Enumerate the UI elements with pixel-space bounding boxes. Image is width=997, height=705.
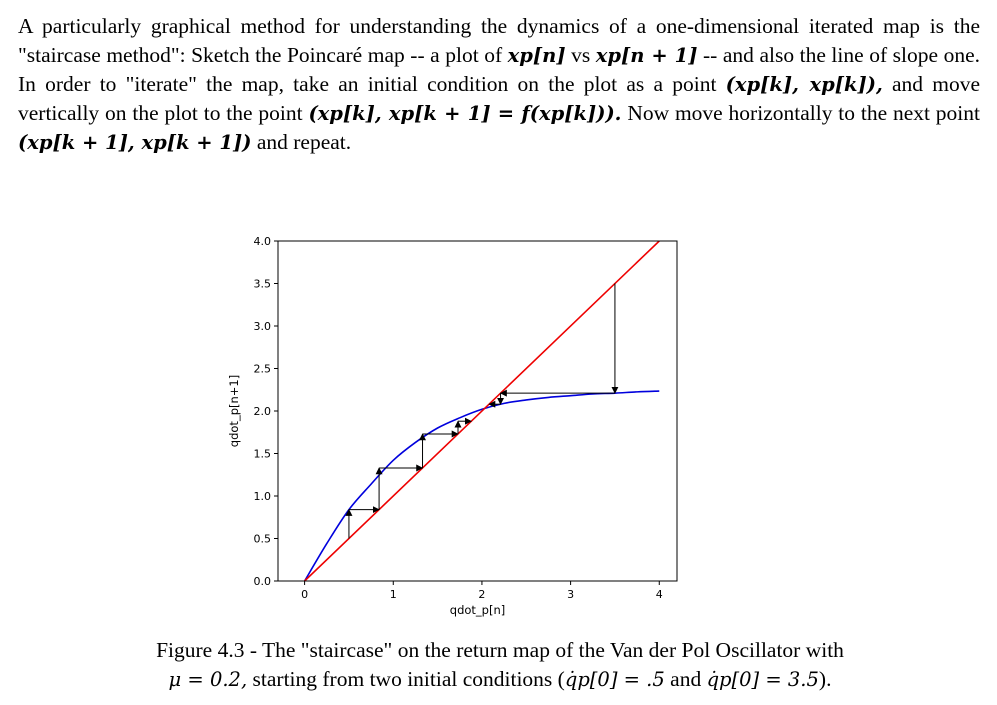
- para-text-5: Now move horizontally to the next point: [621, 101, 980, 125]
- caption-math-ic1: q̇p[0] = .5: [564, 668, 665, 691]
- x-tick-label: 3: [567, 588, 574, 601]
- plot-area: [303, 241, 660, 581]
- caption-text-2: starting from two initial conditions (: [247, 667, 565, 691]
- math-point-k1: (xp[k + 1], xp[k + 1]): [18, 131, 252, 154]
- caption-text-4: ).: [818, 667, 832, 691]
- caption-text-1: Figure 4.3 - The "staircase" on the retu…: [156, 638, 844, 662]
- return-map-curve: [303, 390, 660, 581]
- y-tick-label: 3.0: [254, 320, 272, 333]
- caption-math-ic2: q̇p[0] = 3.5: [706, 668, 819, 691]
- axis-ticks: 0 1 2 3 4 0.0 0.5 1.0 1.5 2.0 2.5 3.0 3.5 4.0: [254, 235, 663, 601]
- x-tick-label: 2: [478, 588, 485, 601]
- para-text-2: vs: [565, 43, 596, 67]
- caption-text-3: and: [664, 667, 707, 691]
- math-xp-n1: xp[n + 1]: [595, 44, 698, 67]
- y-tick-label: 4.0: [254, 235, 272, 248]
- y-tick-label: 0.0: [254, 575, 272, 588]
- para-text-4: and move vertically on the plot to the p…: [18, 72, 980, 125]
- para-text-1: A particularly graphical method for unde…: [18, 14, 980, 67]
- math-point-k: (xp[k], xp[k]),: [725, 73, 883, 96]
- y-axis-label: qdot_p[n+1]: [227, 375, 241, 447]
- identity-line: [304, 241, 660, 581]
- y-tick-label: 0.5: [254, 533, 272, 546]
- y-tick-label: 2.5: [254, 363, 272, 376]
- return-map-chart: 0 1 2 3 4 0.0 0.5 1.0 1.5 2.0 2.5 3.0 3.5 4.0 qdot_p[…: [227, 235, 678, 617]
- y-tick-label: 3.5: [254, 278, 272, 291]
- math-xp-n: xp[n]: [507, 44, 566, 67]
- caption-math-mu: μ = 0.2,: [168, 668, 248, 691]
- body-paragraph: A particularly graphical method for unde…: [18, 12, 980, 157]
- para-text-3: -- and also the line of slope one. In or…: [18, 43, 980, 96]
- figure-caption: Figure 4.3 - The "staircase" on the retu…: [80, 636, 920, 694]
- x-tick-label: 4: [656, 588, 663, 601]
- math-point-fk: (xp[k], xp[k + 1] = f(xp[k])).: [308, 102, 622, 125]
- x-tick-label: 0: [301, 588, 308, 601]
- x-tick-label: 1: [390, 588, 397, 601]
- y-tick-label: 1.0: [254, 490, 272, 503]
- x-axis-label: qdot_p[n]: [450, 603, 505, 617]
- y-tick-label: 1.5: [254, 448, 272, 461]
- para-text-6: and repeat.: [251, 130, 352, 154]
- y-tick-label: 2.0: [254, 405, 272, 418]
